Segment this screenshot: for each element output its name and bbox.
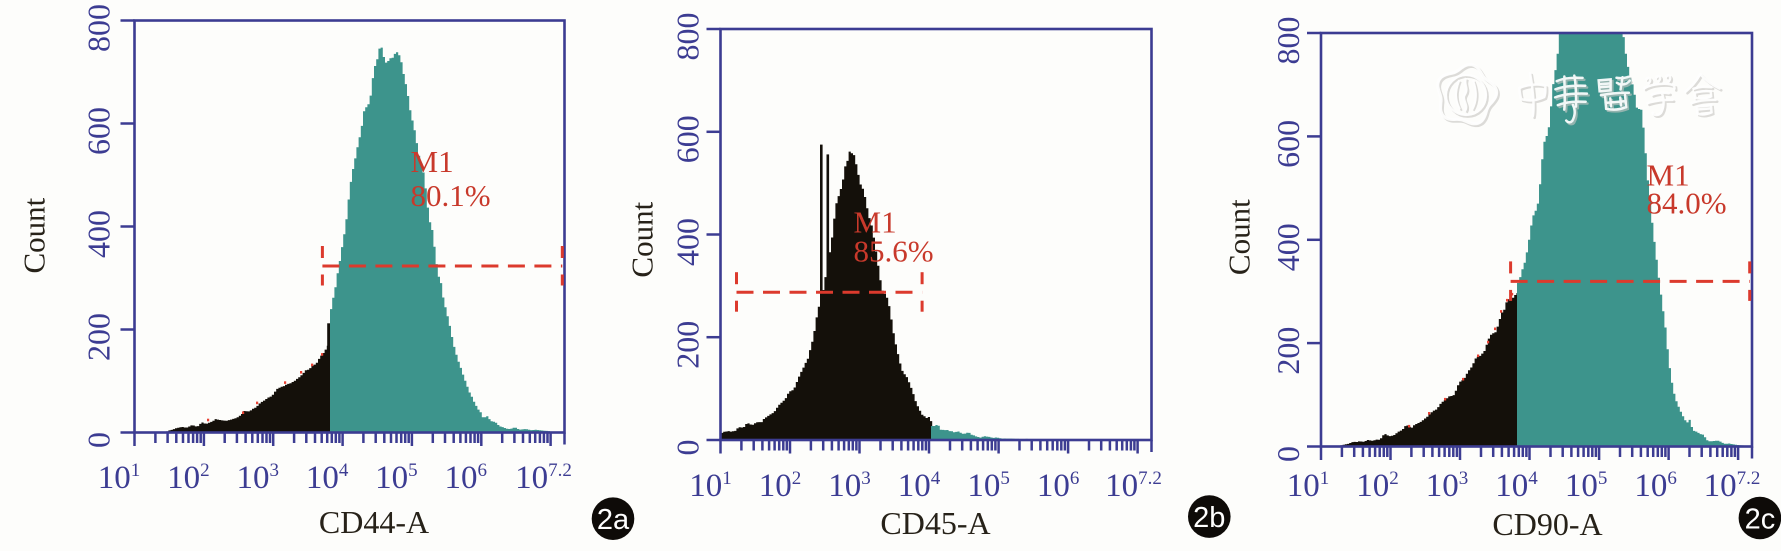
svg-text:CD45-A: CD45-A (880, 505, 990, 541)
svg-text:600: 600 (1270, 120, 1306, 168)
svg-text:200: 200 (1270, 327, 1306, 375)
svg-text:400: 400 (670, 218, 706, 266)
svg-text:800: 800 (670, 13, 706, 61)
svg-text:Count: Count (625, 201, 660, 277)
svg-text:M1: M1 (854, 205, 897, 240)
svg-text:0: 0 (81, 432, 117, 448)
svg-text:CD90-A: CD90-A (1492, 506, 1602, 542)
svg-text:200: 200 (670, 321, 706, 369)
svg-text:0: 0 (670, 440, 706, 456)
svg-text:800: 800 (81, 4, 117, 52)
svg-text:2c: 2c (1745, 504, 1776, 536)
svg-text:M1: M1 (1647, 158, 1690, 193)
svg-text:0: 0 (1270, 446, 1306, 462)
svg-text:2a: 2a (597, 504, 630, 536)
svg-text:84.0%: 84.0% (1647, 186, 1727, 221)
svg-text:2b: 2b (1193, 502, 1225, 534)
svg-text:85.6%: 85.6% (854, 234, 934, 269)
svg-text:400: 400 (1270, 223, 1306, 271)
svg-text:200: 200 (81, 313, 117, 361)
svg-text:M1: M1 (411, 144, 454, 179)
svg-text:107.2: 107.2 (1704, 468, 1761, 504)
svg-text:600: 600 (670, 115, 706, 163)
svg-text:800: 800 (1270, 17, 1306, 65)
svg-text:80.1%: 80.1% (411, 178, 491, 213)
svg-text:600: 600 (81, 107, 117, 155)
svg-text:CD44-A: CD44-A (319, 504, 429, 540)
svg-text:Count: Count (16, 197, 51, 273)
svg-text:104: 104 (898, 468, 941, 504)
svg-text:Count: Count (1221, 199, 1256, 275)
svg-text:400: 400 (81, 210, 117, 258)
